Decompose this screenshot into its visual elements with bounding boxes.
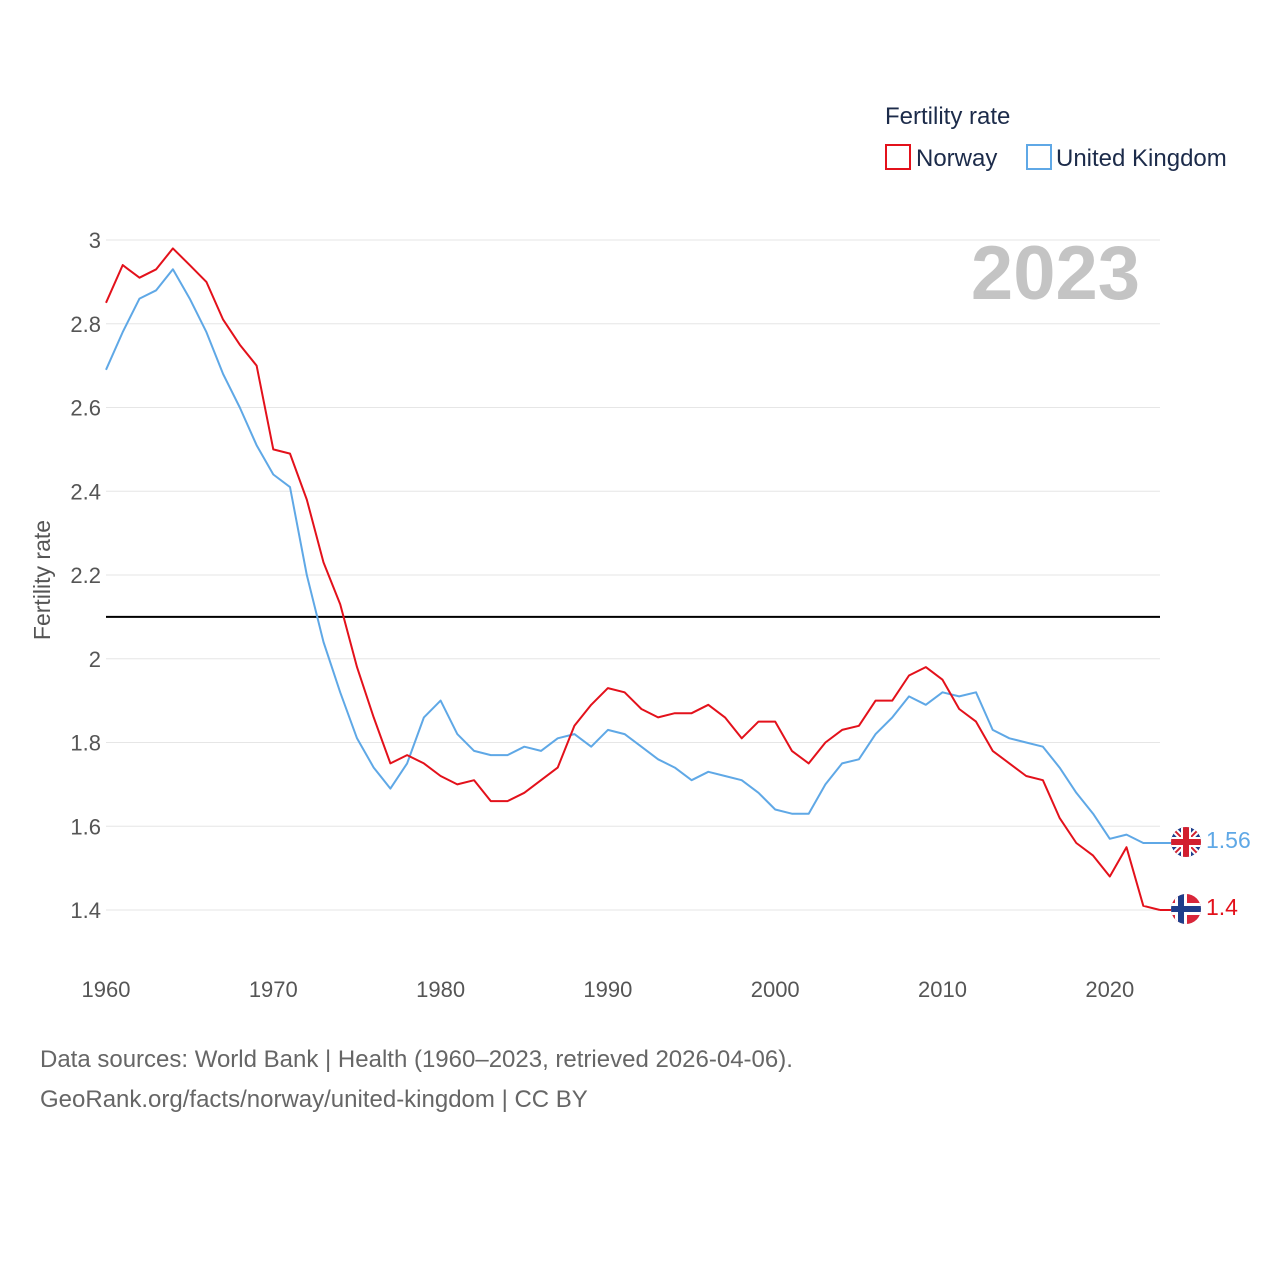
y-tick-label: 2.8 (70, 312, 101, 337)
x-tick-label: 1980 (416, 977, 465, 1002)
united-kingdom-flag-icon (1171, 827, 1201, 857)
legend-title: Fertility rate (885, 103, 1010, 130)
y-tick-label: 3 (89, 228, 101, 253)
legend-label-united-kingdom[interactable]: United Kingdom (1056, 145, 1227, 172)
series-line-norway[interactable] (105, 247, 1161, 911)
y-tick-label: 1.8 (70, 731, 101, 756)
x-tick-label: 2010 (918, 977, 967, 1002)
legend-label-norway[interactable]: Norway (916, 145, 997, 172)
x-tick-label: 1960 (82, 977, 131, 1002)
footer-sources: Data sources: World Bank | Health (1960–… (40, 1046, 793, 1073)
end-label-united-kingdom: 1.56 (1206, 827, 1251, 853)
norway-flag-icon (1171, 894, 1201, 924)
x-tick-label: 2000 (751, 977, 800, 1002)
y-tick-label: 1.4 (70, 898, 101, 923)
end-label-norway: 1.4 (1206, 894, 1238, 920)
x-tick-label: 2020 (1085, 977, 1134, 1002)
y-axis-title: Fertility rate (29, 520, 55, 640)
y-tick-label: 2.6 (70, 396, 101, 421)
x-tick-label: 1990 (583, 977, 632, 1002)
x-axis-ticks: 1960 1970 1980 1990 2000 2010 2020 (82, 977, 1135, 1002)
series-lines (105, 247, 1171, 911)
y-tick-label: 1.6 (70, 814, 101, 839)
footer-link[interactable]: GeoRank.org/facts/norway/united-kingdom … (40, 1086, 588, 1113)
y-tick-label: 2 (89, 647, 101, 672)
y-tick-label: 2.2 (70, 563, 101, 588)
y-tick-label: 2.4 (70, 479, 101, 504)
x-tick-label: 1970 (249, 977, 298, 1002)
series-line-united-kingdom[interactable] (105, 268, 1160, 844)
legend-swatch-united-kingdom[interactable] (1026, 144, 1052, 170)
y-axis-ticks: 1.4 1.6 1.8 2 2.2 2.4 2.6 2.8 3 (70, 228, 101, 923)
year-label: 2023 (971, 231, 1140, 316)
legend-swatch-norway[interactable] (885, 144, 911, 170)
gridlines (106, 239, 1160, 911)
